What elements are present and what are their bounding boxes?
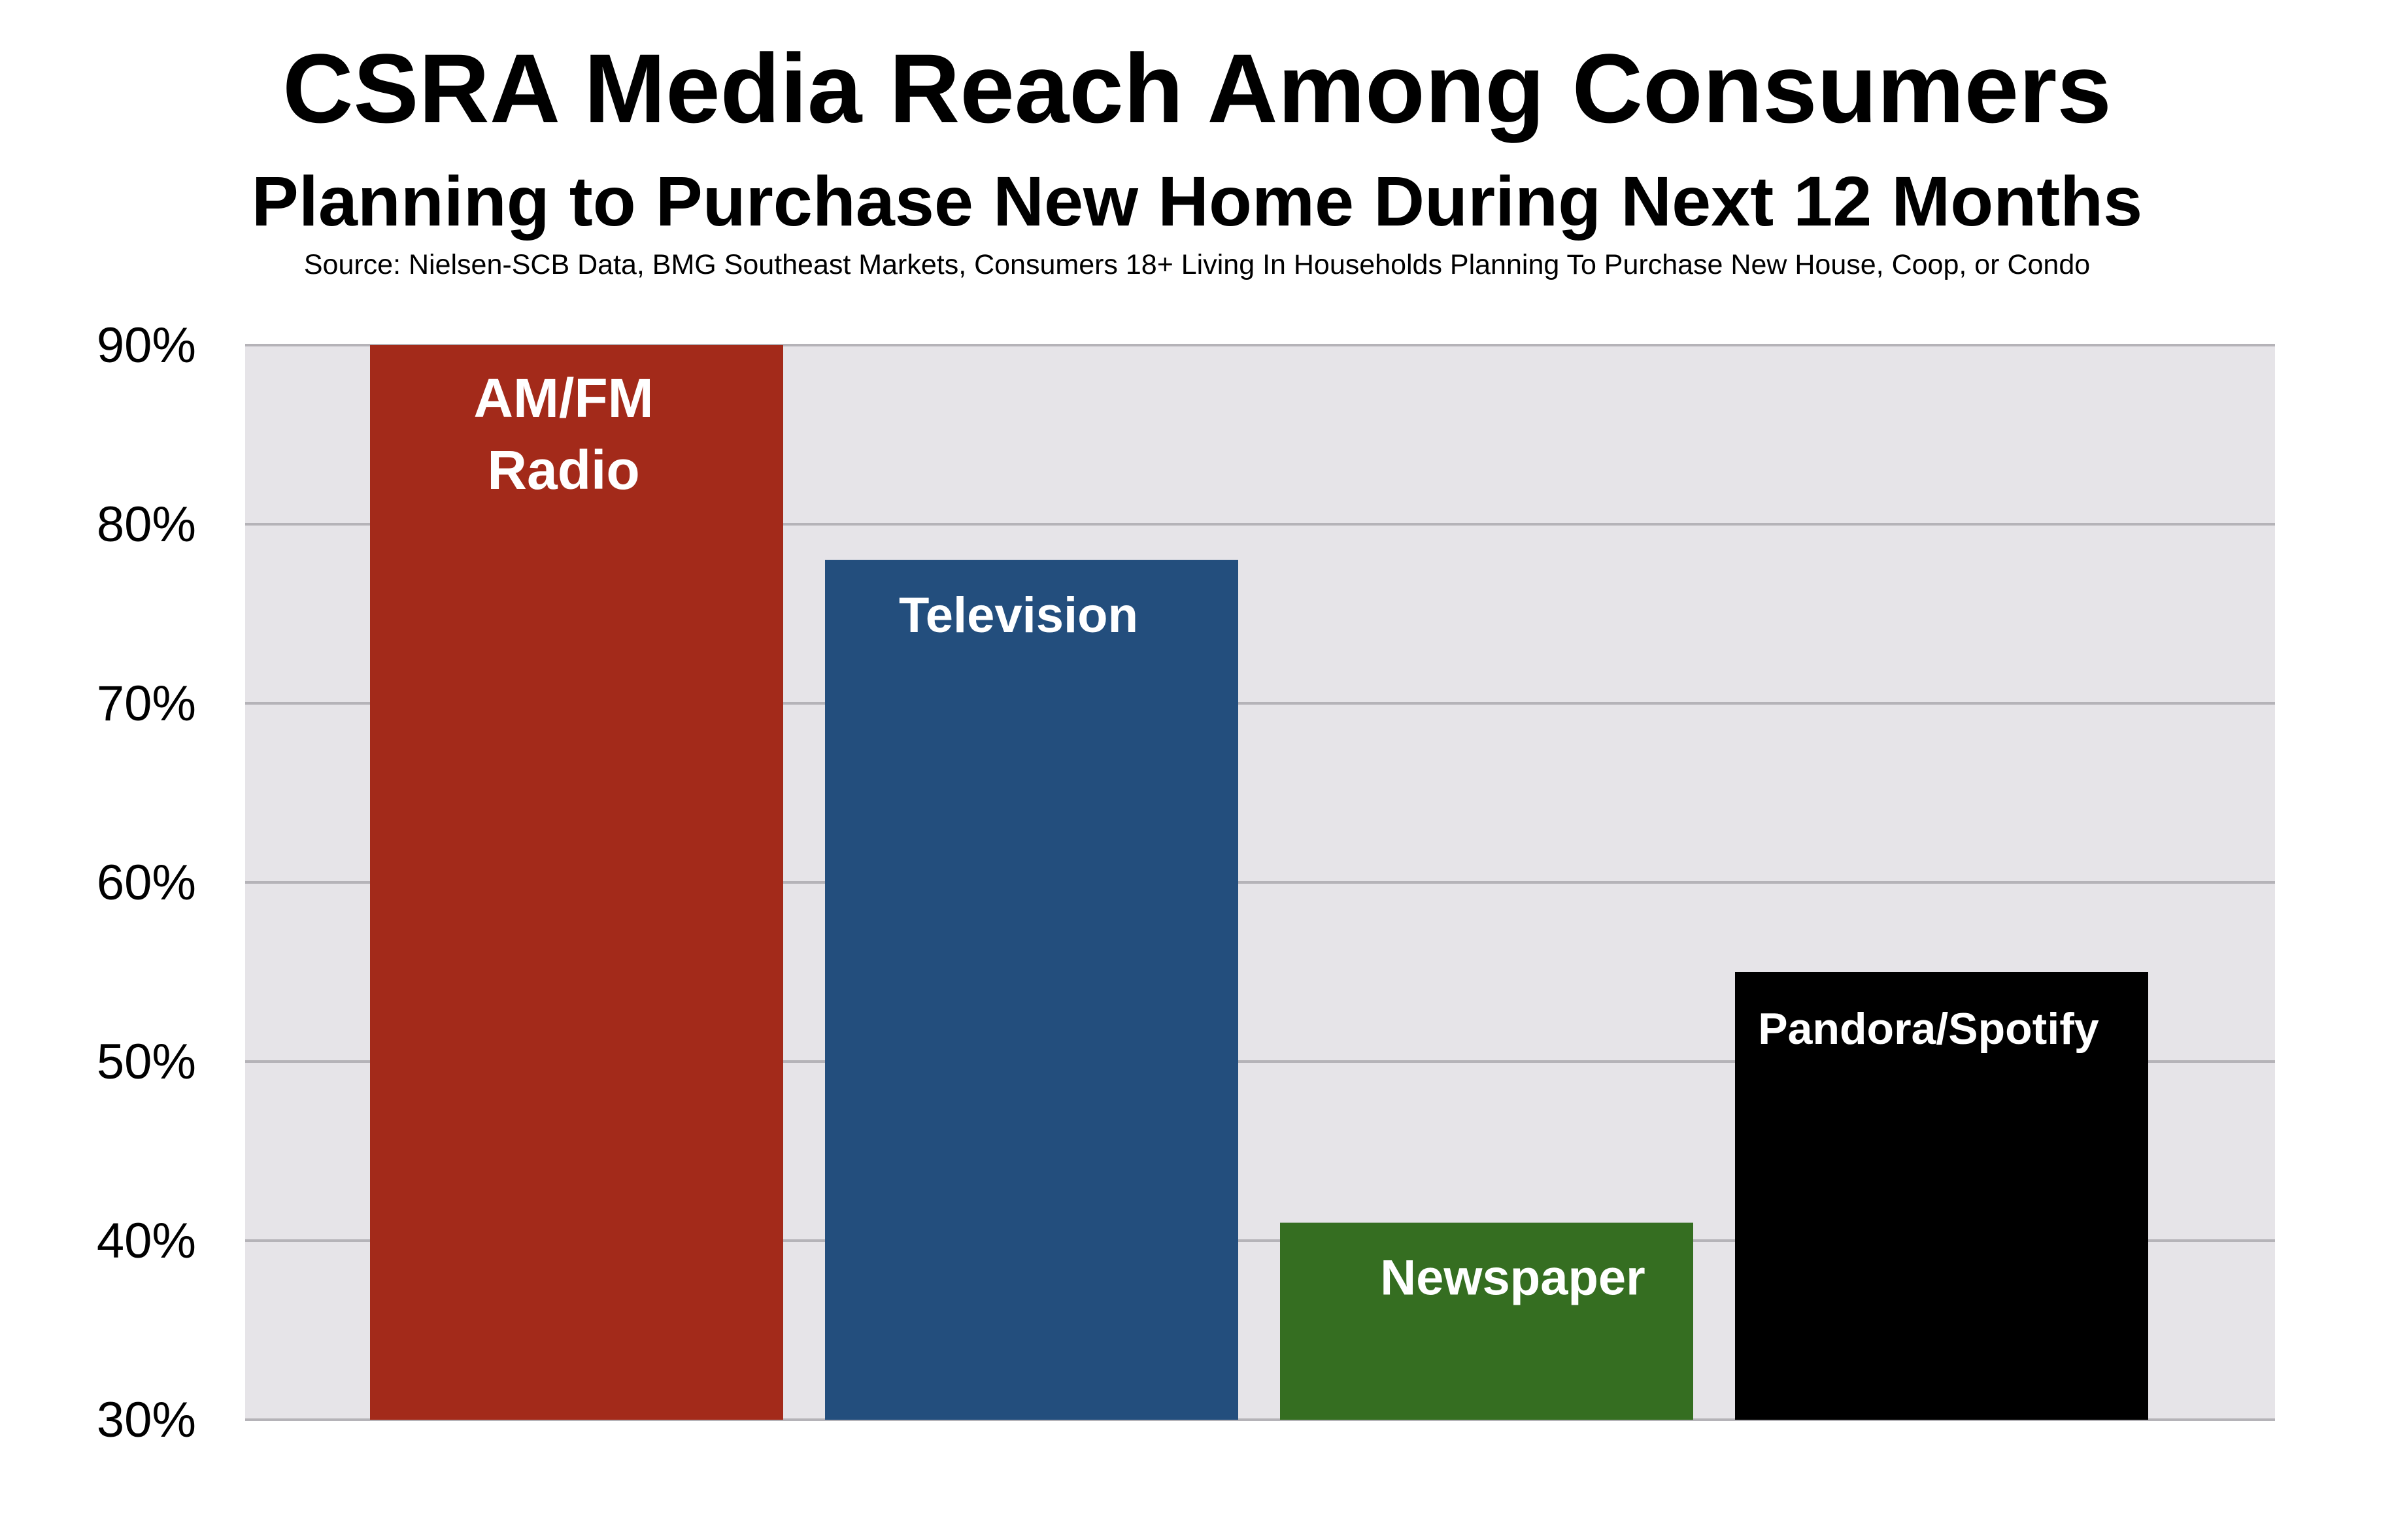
bar-labels: AM/FM Radio Television Newspaper Pandora/Spo… — [473, 367, 2099, 1306]
y-tick-label: 80% — [97, 497, 196, 552]
bar — [1735, 972, 2148, 1420]
bar-label: Newspaper — [1380, 1250, 1645, 1306]
bar — [370, 345, 783, 1420]
y-tick-label: 30% — [97, 1392, 196, 1448]
chart-title: CSRA Media Reach Among Consumers — [282, 33, 2112, 143]
bar-label: Pandora/Spotify — [1758, 1004, 2099, 1054]
bar-label: AM/FM — [473, 367, 653, 429]
chart-source-note: Source: Nielsen-SCB Data, BMG Southeast … — [303, 249, 2091, 280]
y-axis: 30% 40% 50% 60% 70% 80% 90% — [97, 318, 196, 1448]
y-tick-label: 90% — [97, 318, 196, 373]
bars — [370, 345, 2148, 1420]
y-tick-label: 50% — [97, 1034, 196, 1090]
y-tick-label: 70% — [97, 676, 196, 731]
y-tick-label: 40% — [97, 1213, 196, 1269]
bar-label: Television — [899, 588, 1138, 643]
bar-label: Radio — [487, 439, 639, 501]
bar — [825, 560, 1238, 1420]
y-tick-label: 60% — [97, 855, 196, 911]
bar — [1280, 1222, 1693, 1420]
chart-subtitle: Planning to Purchase New Home During Nex… — [251, 161, 2143, 241]
